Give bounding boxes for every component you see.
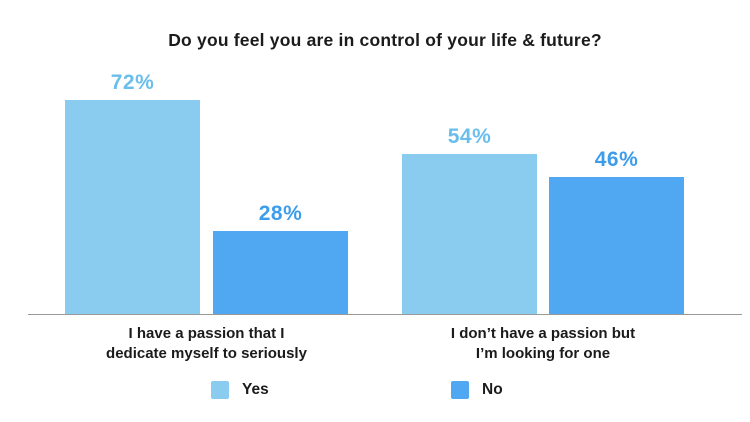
category-label-group2: I don’t have a passion but I’m looking f… (450, 325, 636, 363)
bar-no-group2 (549, 177, 684, 314)
value-label-no-group2: 46% (594, 148, 639, 171)
legend-label-no: No (482, 381, 503, 398)
value-label-yes-group1: 72% (110, 71, 155, 94)
legend-label-yes: Yes (242, 381, 269, 398)
legend-swatch-yes (211, 381, 229, 399)
legend-swatch-no (451, 381, 469, 399)
category-label-group1: I have a passion that I dedicate myself … (106, 325, 307, 363)
bar-yes-group2 (402, 154, 537, 314)
legend-item-yes: Yes (211, 381, 269, 399)
plot-area: 72% 28% 54% 46% (28, 60, 742, 315)
value-label-yes-group2: 54% (447, 125, 492, 148)
value-label-no-group1: 28% (258, 202, 303, 225)
bar-yes-group1 (65, 100, 200, 314)
chart-title: Do you feel you are in control of your l… (168, 30, 602, 50)
legend-item-no: No (451, 381, 503, 399)
bar-no-group1 (213, 231, 348, 314)
